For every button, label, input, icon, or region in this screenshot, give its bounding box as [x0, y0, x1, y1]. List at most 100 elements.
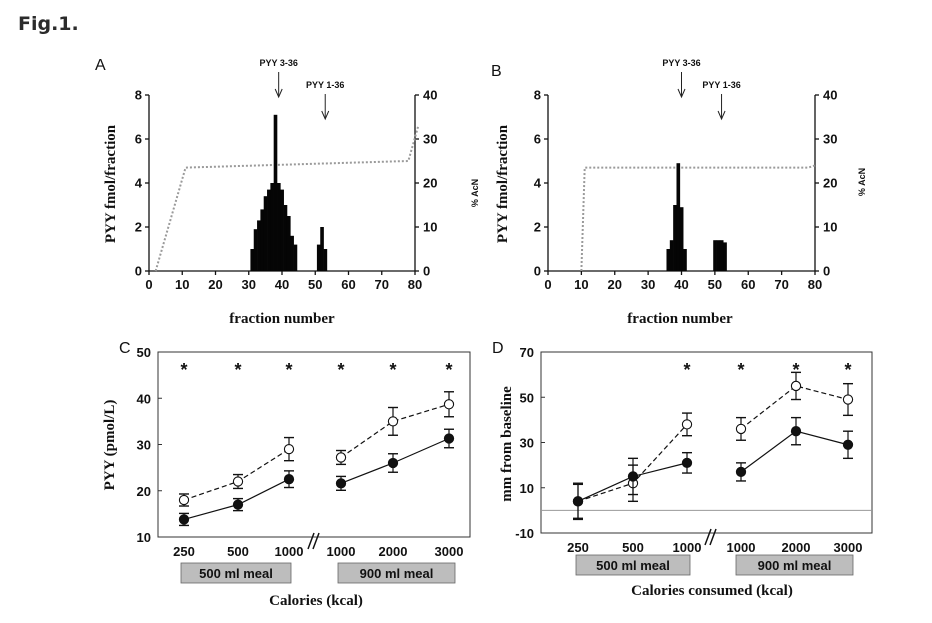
panel-c-open-series-point: [387, 416, 399, 427]
panel-a-y2-tick-label: 30: [423, 132, 437, 147]
panel-b-y-tick-label: 8: [534, 88, 541, 103]
panel-a: A PYY fmol/fraction % AcN fraction numbe…: [95, 57, 480, 327]
panel-a-x-tick-label: 0: [145, 277, 152, 292]
panel-d-significance-star: *: [683, 360, 690, 380]
panel-a-bar: [277, 183, 281, 271]
panel-c-significance-star: *: [285, 360, 292, 380]
panel-b-y-tick-label: 2: [534, 220, 541, 235]
panel-c-axis-break: [312, 532, 320, 550]
panel-c-significance-star: *: [180, 360, 187, 380]
panel-a-bar: [253, 229, 258, 271]
panel-a-arrow-label: PYY 3-36: [259, 58, 297, 68]
panel-b-y-tick-label: 6: [534, 132, 541, 147]
panel-d-significance-star: *: [792, 360, 799, 380]
panel-a-x-tick-label: 40: [275, 277, 289, 292]
panel-b-xlabel: fraction number: [627, 311, 733, 327]
panel-b: B PYY fmol/fraction % AcN fraction numbe…: [491, 58, 867, 327]
panel-c-ylabel: PYY (pmol/L): [102, 400, 118, 491]
panel-c-x-tick-label: 1000: [327, 544, 356, 559]
panel-d-ylabel: mm from baseline: [499, 386, 515, 502]
panel-d-meal-label: 900 ml meal: [758, 558, 832, 573]
panel-a-y-tick-label: 6: [135, 132, 142, 147]
panel-b-arrow-label: PYY 3-36: [662, 58, 700, 68]
panel-d-meal-box: [735, 554, 854, 576]
panel-a-bar: [257, 220, 261, 271]
panel-c-axis-break: [307, 532, 315, 550]
panel-d-y-tick-label: 70: [520, 345, 534, 360]
panel-b-x-tick-label: 60: [741, 277, 755, 292]
panel-c-significance-star: *: [389, 360, 396, 380]
panel-c-x-tick-label: 2000: [379, 544, 408, 559]
panel-d-open-series-point: [735, 423, 747, 435]
panel-a-bar: [323, 249, 328, 271]
panel-b-x-tick-label: 70: [774, 277, 788, 292]
panel-c-y-tick-label: 20: [137, 484, 151, 499]
panel-d-x-tick-label: 2000: [782, 540, 811, 555]
panel-a-gradient-line: [154, 125, 420, 272]
panel-c-y-tick-label: 50: [137, 345, 151, 360]
panel-c-filled-series-point: [178, 514, 190, 525]
panel-c-significance-star: *: [445, 360, 452, 380]
panel-a-x-tick-label: 10: [175, 277, 189, 292]
panel-a-arrow-head: [274, 88, 283, 99]
panel-c-xlabel: Calories (kcal): [269, 593, 363, 609]
panel-b-y-tick-label: 0: [534, 264, 541, 279]
panel-b-y2-tick-label: 30: [823, 132, 837, 147]
panel-a-bar: [286, 216, 291, 271]
panel-c-y-tick-label: 10: [137, 530, 151, 545]
panel-d-filled-series-line: [740, 430, 849, 473]
panel-a-bar: [280, 189, 284, 271]
panel-c-open-series-line: [340, 403, 450, 458]
panel-a-letter: A: [95, 57, 106, 74]
panel-d-meal-box: [575, 554, 691, 576]
panel-d-xlabel: Calories consumed (kcal): [631, 583, 793, 599]
panel-a-y2label: % AcN: [470, 179, 480, 207]
panel-c-open-series-point: [443, 399, 455, 410]
panel-d-x-tick-label: 1000: [673, 540, 702, 555]
panel-b-gradient-line: [580, 164, 816, 272]
panel-b-y2label: % AcN: [857, 168, 867, 196]
panel-d-letter: D: [492, 340, 504, 357]
panel-b-bar: [723, 242, 727, 271]
panel-a-bar: [320, 227, 324, 271]
panel-a-arrow-label: PYY 1-36: [306, 80, 344, 90]
panel-b-bar: [673, 205, 677, 271]
panel-a-x-tick-label: 70: [375, 277, 389, 292]
panel-c-significance-star: *: [337, 360, 344, 380]
panel-a-bar: [263, 196, 268, 271]
panel-d-filled-series-point: [842, 439, 854, 450]
panel-c-x-tick-label: 3000: [435, 544, 464, 559]
panel-b-bar: [679, 207, 684, 271]
panel-c-filled-series-point: [335, 478, 347, 489]
panel-a-x-tick-label: 80: [408, 277, 422, 292]
panel-c-x-tick-label: 500: [227, 544, 249, 559]
panel-a-x-tick-label: 60: [341, 277, 355, 292]
panel-b-bar: [669, 240, 674, 271]
panel-a-bar: [290, 235, 294, 271]
panel-a-arrow-head: [321, 110, 330, 121]
panel-a-y2-tick-label: 10: [423, 220, 437, 235]
panel-b-y2-tick-label: 0: [823, 264, 830, 279]
panel-d-filled-series-point: [627, 471, 639, 482]
panel-a-bar: [260, 209, 265, 271]
panel-a-ylabel: PYY fmol/fraction: [103, 124, 119, 243]
panel-b-bar: [713, 240, 717, 271]
panel-b-x-tick-label: 0: [544, 277, 551, 292]
panel-a-y2-tick-label: 0: [423, 264, 430, 279]
panel-b-y-tick-label: 4: [534, 176, 542, 191]
panel-d-y-tick-label: 30: [520, 436, 534, 451]
panel-d-open-series-point: [681, 419, 693, 430]
panel-c-meal-label: 500 ml meal: [199, 566, 273, 581]
panel-b-y2-tick-label: 20: [823, 176, 837, 191]
panel-b-arrow-head: [677, 88, 686, 99]
panel-a-y-tick-label: 4: [135, 176, 143, 191]
panel-c-open-series-point: [178, 494, 190, 506]
panel-b-x-tick-label: 50: [708, 277, 722, 292]
panel-d-open-series-point: [842, 394, 854, 405]
panel-b-bar: [676, 163, 681, 271]
panel-a-x-tick-label: 20: [208, 277, 222, 292]
panel-d-axis-break: [704, 528, 712, 546]
panel-b-ylabel: PYY fmol/fraction: [495, 124, 511, 243]
panel-c-letter: C: [119, 340, 131, 357]
panel-a-bar: [283, 205, 288, 271]
